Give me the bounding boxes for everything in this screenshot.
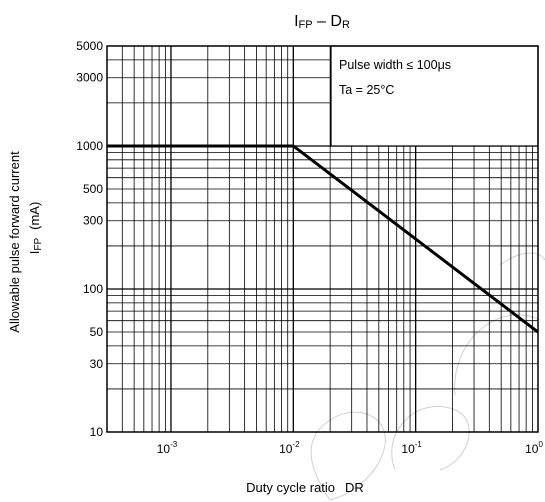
y-tick-label: 50: [90, 325, 104, 339]
y-tick-label: 30: [90, 357, 104, 371]
y-axis-label-line2: IFP(mA): [27, 202, 44, 255]
x-tick-label: 10-2: [279, 440, 300, 456]
y-tick-labels: 5000 3000 1000 500 300 100 50 30 10: [76, 39, 103, 439]
chart-title: IFP – DR: [294, 13, 350, 31]
y-tick-label: 5000: [76, 39, 103, 53]
y-tick-label: 10: [90, 425, 104, 439]
y-tick-label: 3000: [76, 71, 103, 85]
x-tick-labels: 10-3 10-2 10-1 100: [157, 440, 544, 456]
plot-frame: [106, 45, 539, 433]
annotation-temperature: Ta = 25°C: [339, 83, 394, 97]
y-tick-label: 1000: [76, 139, 103, 153]
y-tick-label: 300: [83, 214, 103, 228]
annotation-box: Pulse width ≤ 100μs Ta = 25°C: [330, 45, 539, 147]
series-line: [107, 144, 539, 334]
y-tick-label: 500: [83, 182, 103, 196]
y-axis-label: Allowable pulse forward current IFP(mA): [7, 151, 44, 333]
x-tick-label: 100: [525, 440, 543, 456]
y-axis-label-line1: Allowable pulse forward current: [7, 151, 22, 333]
y-tick-label: 100: [83, 282, 103, 296]
annotation-pulse-width: Pulse width ≤ 100μs: [339, 58, 451, 72]
x-axis-label: Duty cycle ratio DR: [246, 480, 364, 495]
watermark: [310, 252, 545, 501]
x-tick-label: 10-1: [401, 440, 422, 456]
x-tick-label: 10-3: [157, 440, 178, 456]
series-layer: [107, 144, 539, 334]
